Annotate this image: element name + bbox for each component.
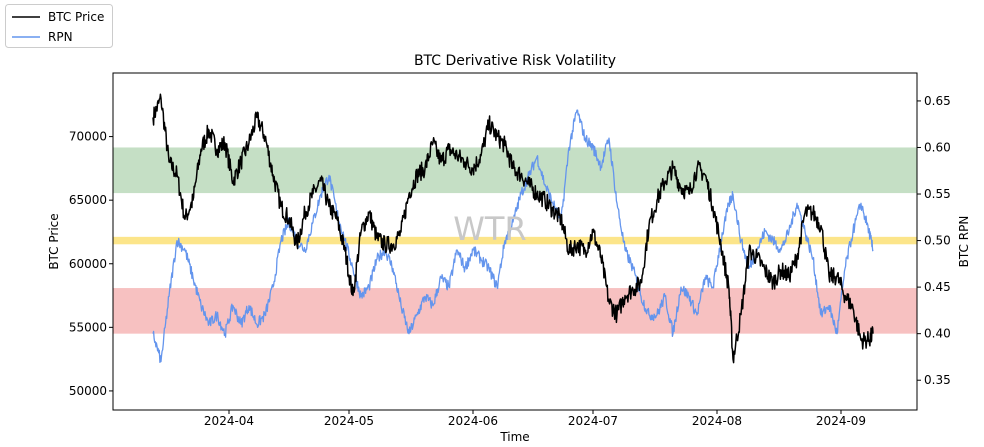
- x-tick-label: 2024-09: [816, 414, 866, 428]
- plot-frame: [112, 72, 918, 411]
- band-low: [113, 288, 917, 334]
- y-axis-left: 50000 55000 60000 65000 70000: [69, 130, 113, 398]
- y-left-tick-label: 70000: [69, 130, 107, 144]
- x-tick-label: 2024-06: [448, 414, 498, 428]
- y-right-tick-label: 0.40: [924, 327, 951, 341]
- x-axis: 2024-04 2024-05 2024-06 2024-07 2024-08 2024-…: [204, 410, 866, 428]
- threshold-bands: [113, 147, 917, 334]
- series-layer: [152, 93, 874, 364]
- y-right-tick-label: 0.45: [924, 280, 951, 294]
- y-axis-left-label: BTC Price: [47, 213, 61, 269]
- x-tick-label: 2024-05: [324, 414, 374, 428]
- y-left-tick-label: 55000: [69, 320, 107, 334]
- legend: BTC Price RPN: [5, 4, 113, 48]
- y-right-tick-label: 0.65: [924, 94, 951, 108]
- legend-label: BTC Price: [48, 10, 104, 24]
- x-axis-label: Time: [499, 430, 529, 444]
- y-right-tick-label: 0.60: [924, 140, 951, 154]
- watermark-text: WTR: [453, 210, 526, 248]
- y-right-tick-label: 0.55: [924, 187, 951, 201]
- chart-title: BTC Derivative Risk Volatility: [414, 53, 616, 69]
- x-tick-label: 2024-07: [568, 414, 618, 428]
- y-right-tick-label: 0.35: [924, 373, 951, 387]
- y-left-tick-label: 60000: [69, 257, 107, 271]
- band-mid: [113, 236, 917, 245]
- y-axis-right-label: BTC RPN: [957, 216, 971, 268]
- x-tick-label: 2024-04: [204, 414, 254, 428]
- y-axis-right: 0.35 0.40 0.45 0.50 0.55 0.60 0.65: [917, 94, 951, 387]
- x-tick-label: 2024-08: [692, 414, 742, 428]
- y-left-tick-label: 50000: [69, 384, 107, 398]
- y-left-tick-label: 65000: [69, 193, 107, 207]
- legend-label: RPN: [48, 30, 73, 44]
- series-line-btc-price: [152, 93, 874, 364]
- y-right-tick-label: 0.50: [924, 234, 951, 248]
